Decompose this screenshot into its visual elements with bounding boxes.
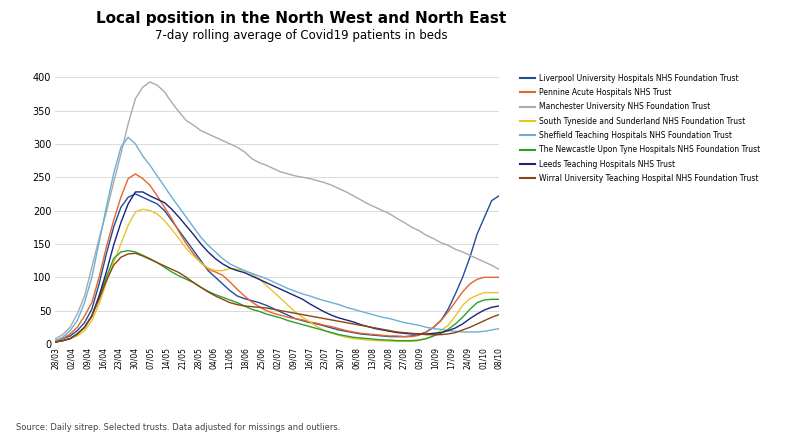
- Text: 7-day rolling average of Covid19 patients in beds: 7-day rolling average of Covid19 patient…: [154, 29, 447, 41]
- Text: NHS: NHS: [687, 387, 754, 415]
- Text: Local position in the North West and North East: Local position in the North West and Nor…: [96, 11, 506, 26]
- Text: Source: Daily sitrep. Selected trusts. Data adjusted for missings and outliers.: Source: Daily sitrep. Selected trusts. D…: [16, 423, 341, 432]
- Legend: Liverpool University Hospitals NHS Foundation Trust, Pennine Acute Hospitals NHS: Liverpool University Hospitals NHS Found…: [516, 71, 763, 186]
